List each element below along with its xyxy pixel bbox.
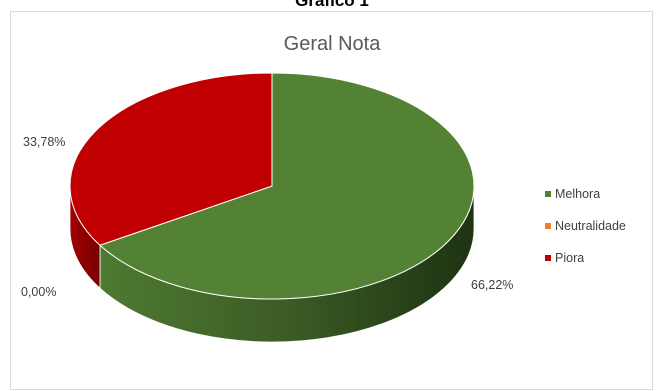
chart-title: Geral Nota [283, 33, 381, 55]
data-label-neutralidade: 0,00% [21, 285, 56, 299]
pie-slice-melhora [99, 72, 475, 300]
pie-slice-piora [69, 72, 273, 246]
legend-swatch-piora [545, 255, 551, 261]
legend-swatch-neutralidade [545, 223, 551, 229]
slice-labels: 66,22% 0,00% 33,78% [21, 135, 513, 299]
data-label-melhora: 66,22% [471, 278, 513, 292]
figure-caption: Gráfico 1 [295, 0, 369, 10]
legend-label-neutralidade: Neutralidade [555, 219, 626, 233]
legend: Melhora Neutralidade Piora [545, 187, 626, 265]
legend-label-melhora: Melhora [555, 187, 600, 201]
legend-swatch-melhora [545, 191, 551, 197]
pie-tops [69, 72, 475, 300]
legend-label-piora: Piora [555, 251, 584, 265]
data-label-piora: 33,78% [23, 135, 65, 149]
